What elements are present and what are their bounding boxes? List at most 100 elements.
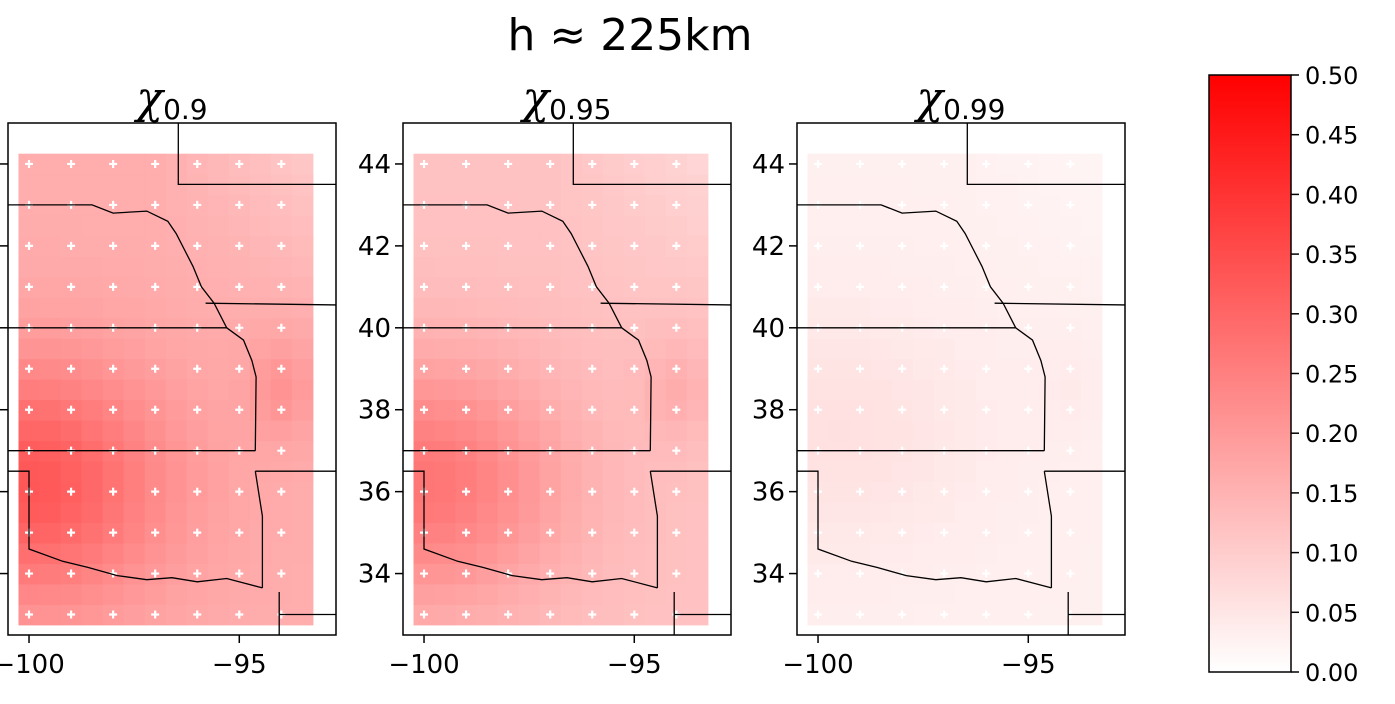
site-marker <box>25 241 34 250</box>
colorbar-gradient <box>1208 74 1292 673</box>
heatmap-cell <box>518 460 541 482</box>
heatmap-cell <box>1080 481 1103 503</box>
x-tick-label: −100 <box>782 650 853 680</box>
colorbar-tick-label: 0.35 <box>1305 241 1358 269</box>
site-marker <box>25 405 34 414</box>
heatmap-cell <box>207 215 230 237</box>
heatmap-cell <box>996 420 1019 442</box>
site-marker <box>1066 446 1075 455</box>
site-marker <box>814 610 823 619</box>
heatmap-cell <box>996 399 1019 421</box>
heatmap-cell <box>102 460 125 482</box>
heatmap-cell <box>849 460 872 482</box>
site-marker <box>193 405 202 414</box>
heatmap-cell <box>81 297 104 319</box>
heatmap-cell <box>602 153 625 175</box>
heatmap-cell <box>144 420 167 442</box>
site-marker <box>630 610 639 619</box>
panel-title-symbol: χ <box>913 73 945 124</box>
heatmap-cell <box>497 501 520 523</box>
heatmap-cell <box>207 583 230 605</box>
site-marker <box>940 364 949 373</box>
heatmap-cell <box>1080 542 1103 564</box>
heatmap-cell <box>518 542 541 564</box>
heatmap-cell <box>434 379 457 401</box>
heatmap-cell <box>686 399 709 421</box>
heatmap-cell <box>912 563 935 585</box>
heatmap-cell <box>686 542 709 564</box>
state-border <box>797 204 1017 329</box>
site-marker <box>277 364 286 373</box>
heatmap-cell <box>870 563 893 585</box>
heatmap-cell <box>518 583 541 605</box>
site-marker <box>462 528 471 537</box>
heatmap-cell <box>996 481 1019 503</box>
heatmap-cell <box>123 501 146 523</box>
heatmap-cell <box>165 194 188 216</box>
heatmap-cell <box>270 542 293 564</box>
heatmap-cell <box>560 563 583 585</box>
heatmap-cell <box>186 420 209 442</box>
heatmap-cell <box>933 215 956 237</box>
heatmap-cell <box>912 379 935 401</box>
heatmap-cell <box>602 420 625 442</box>
heatmap-cell <box>807 583 830 605</box>
heatmap-cell <box>518 235 541 257</box>
heatmap-cell <box>665 297 688 319</box>
heatmap-cell <box>870 420 893 442</box>
heatmap-cell <box>81 420 104 442</box>
colorbar-tick-label: 0.15 <box>1305 480 1358 508</box>
site-marker <box>856 364 865 373</box>
heatmap-cell <box>849 338 872 360</box>
heatmap-cell <box>81 153 104 175</box>
heatmap-cell <box>518 276 541 298</box>
axes-frame <box>796 122 1126 636</box>
heatmap-cell <box>828 174 851 196</box>
heatmap-cell <box>975 460 998 482</box>
heatmap-cell <box>912 522 935 544</box>
heatmap-cell <box>144 460 167 482</box>
site-marker <box>109 405 118 414</box>
heatmap-cell <box>954 583 977 605</box>
state-border <box>600 302 731 306</box>
panel-title: χ0.95 <box>519 73 611 126</box>
heatmap-cell <box>270 420 293 442</box>
heatmap-cell <box>249 604 272 626</box>
heatmap-cell <box>497 460 520 482</box>
site-marker <box>546 159 555 168</box>
heatmap-cell <box>644 481 667 503</box>
site-marker <box>67 569 76 578</box>
heatmap-cell <box>1017 501 1040 523</box>
heatmap-cell <box>186 501 209 523</box>
heatmap-cell <box>1038 215 1061 237</box>
heatmap-cell <box>81 358 104 380</box>
heatmap-cell <box>560 153 583 175</box>
heatmap-cell <box>497 379 520 401</box>
heatmap-cell <box>602 583 625 605</box>
heatmap-cell <box>186 583 209 605</box>
heatmap-cell <box>828 522 851 544</box>
heatmap-cell <box>207 194 230 216</box>
heatmap-cell <box>1080 522 1103 544</box>
heatmap-cell <box>186 297 209 319</box>
heatmap-cell <box>518 215 541 237</box>
heatmap-cell <box>249 501 272 523</box>
heatmap-cell <box>539 583 562 605</box>
colorbar: 0.00 0.05 0.10 0.15 0.20 0.25 0.30 0.35 0.40 0.45… <box>1208 62 1358 687</box>
heatmap-cell <box>870 256 893 278</box>
site-marker <box>898 364 907 373</box>
y-tick-label: 34 <box>752 560 785 590</box>
heatmap-cell <box>291 440 314 462</box>
heatmap-cell <box>518 563 541 585</box>
heatmap-cell <box>434 297 457 319</box>
colorbar-tick-label: 0.50 <box>1305 62 1358 90</box>
site-marker <box>151 487 160 496</box>
heatmap-cell <box>975 297 998 319</box>
heatmap-cell <box>686 194 709 216</box>
heatmap-cell <box>123 563 146 585</box>
heatmap-cell <box>644 583 667 605</box>
site-marker <box>898 405 907 414</box>
heatmap-cell <box>144 215 167 237</box>
site-marker <box>940 200 949 209</box>
heatmap-cell <box>60 256 83 278</box>
